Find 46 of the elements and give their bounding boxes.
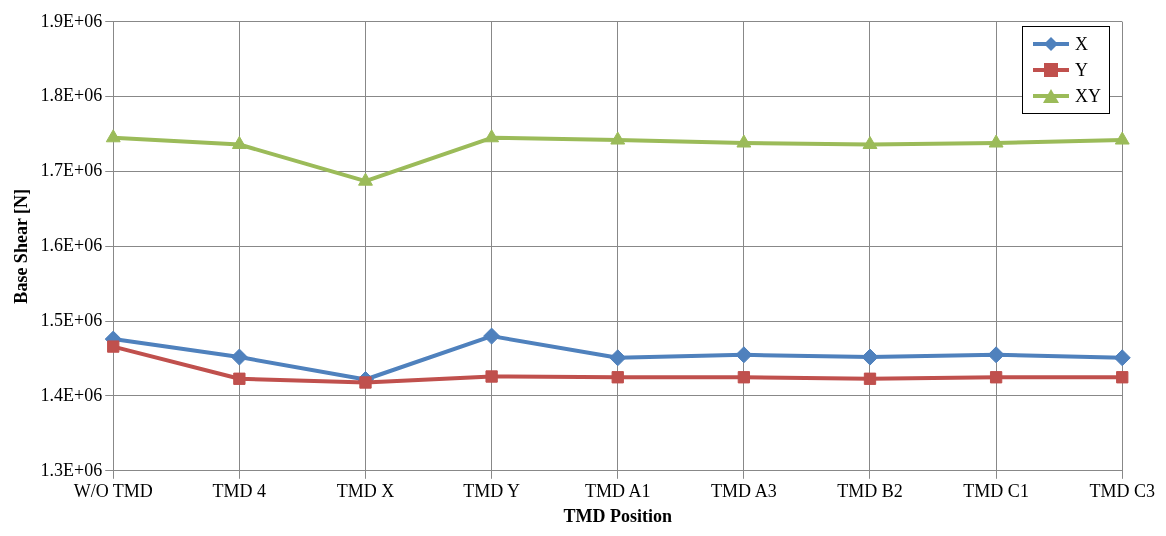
point — [737, 371, 751, 384]
point — [484, 129, 500, 143]
point — [233, 372, 246, 385]
y-tick-label: 1.5E+06 — [40, 309, 103, 330]
x-tick-label: W/O TMD — [73, 481, 153, 502]
point — [230, 348, 248, 366]
x-axis-title: TMD Position — [563, 505, 672, 526]
x-tick-label: TMD C1 — [963, 481, 1029, 502]
x-tick-label: TMD A1 — [584, 481, 651, 502]
y-axis-title: Base Shear [N] — [11, 188, 32, 304]
point — [989, 371, 1003, 384]
point — [862, 136, 878, 150]
x-tick-label: TMD X — [336, 481, 395, 502]
point — [1114, 131, 1130, 145]
y-tick-label: 1.9E+06 — [40, 10, 103, 31]
x-tick-label: TMD C3 — [1089, 481, 1156, 502]
point — [231, 136, 247, 150]
legend-label: XY — [1075, 85, 1101, 107]
point — [105, 129, 121, 143]
point — [483, 327, 501, 345]
y-tick-label: 1.7E+06 — [40, 160, 103, 181]
x-tick-label: TMD A3 — [711, 481, 777, 502]
point — [609, 349, 627, 367]
y-tick-label: 1.4E+06 — [40, 384, 103, 405]
point — [359, 376, 372, 389]
x-tick-label: TMD 4 — [212, 481, 267, 502]
point — [358, 172, 373, 186]
legend-label: X — [1075, 33, 1088, 55]
point — [107, 340, 120, 353]
point — [988, 134, 1004, 148]
point — [735, 346, 753, 364]
x-tick-label: TMD B2 — [837, 481, 903, 502]
point — [861, 348, 879, 366]
y-tick-label: 1.6E+06 — [40, 235, 103, 256]
y-tick-label: 1.8E+06 — [40, 85, 103, 106]
x-tick-label: TMD Y — [463, 481, 521, 502]
point — [485, 370, 498, 383]
legend-label: Y — [1075, 59, 1088, 81]
point — [987, 346, 1005, 364]
point — [1116, 371, 1129, 384]
point — [863, 372, 877, 385]
y-tick-label: 1.3E+06 — [40, 459, 103, 480]
point — [611, 371, 624, 384]
point — [1113, 349, 1131, 367]
point — [736, 134, 752, 148]
point — [610, 131, 626, 145]
